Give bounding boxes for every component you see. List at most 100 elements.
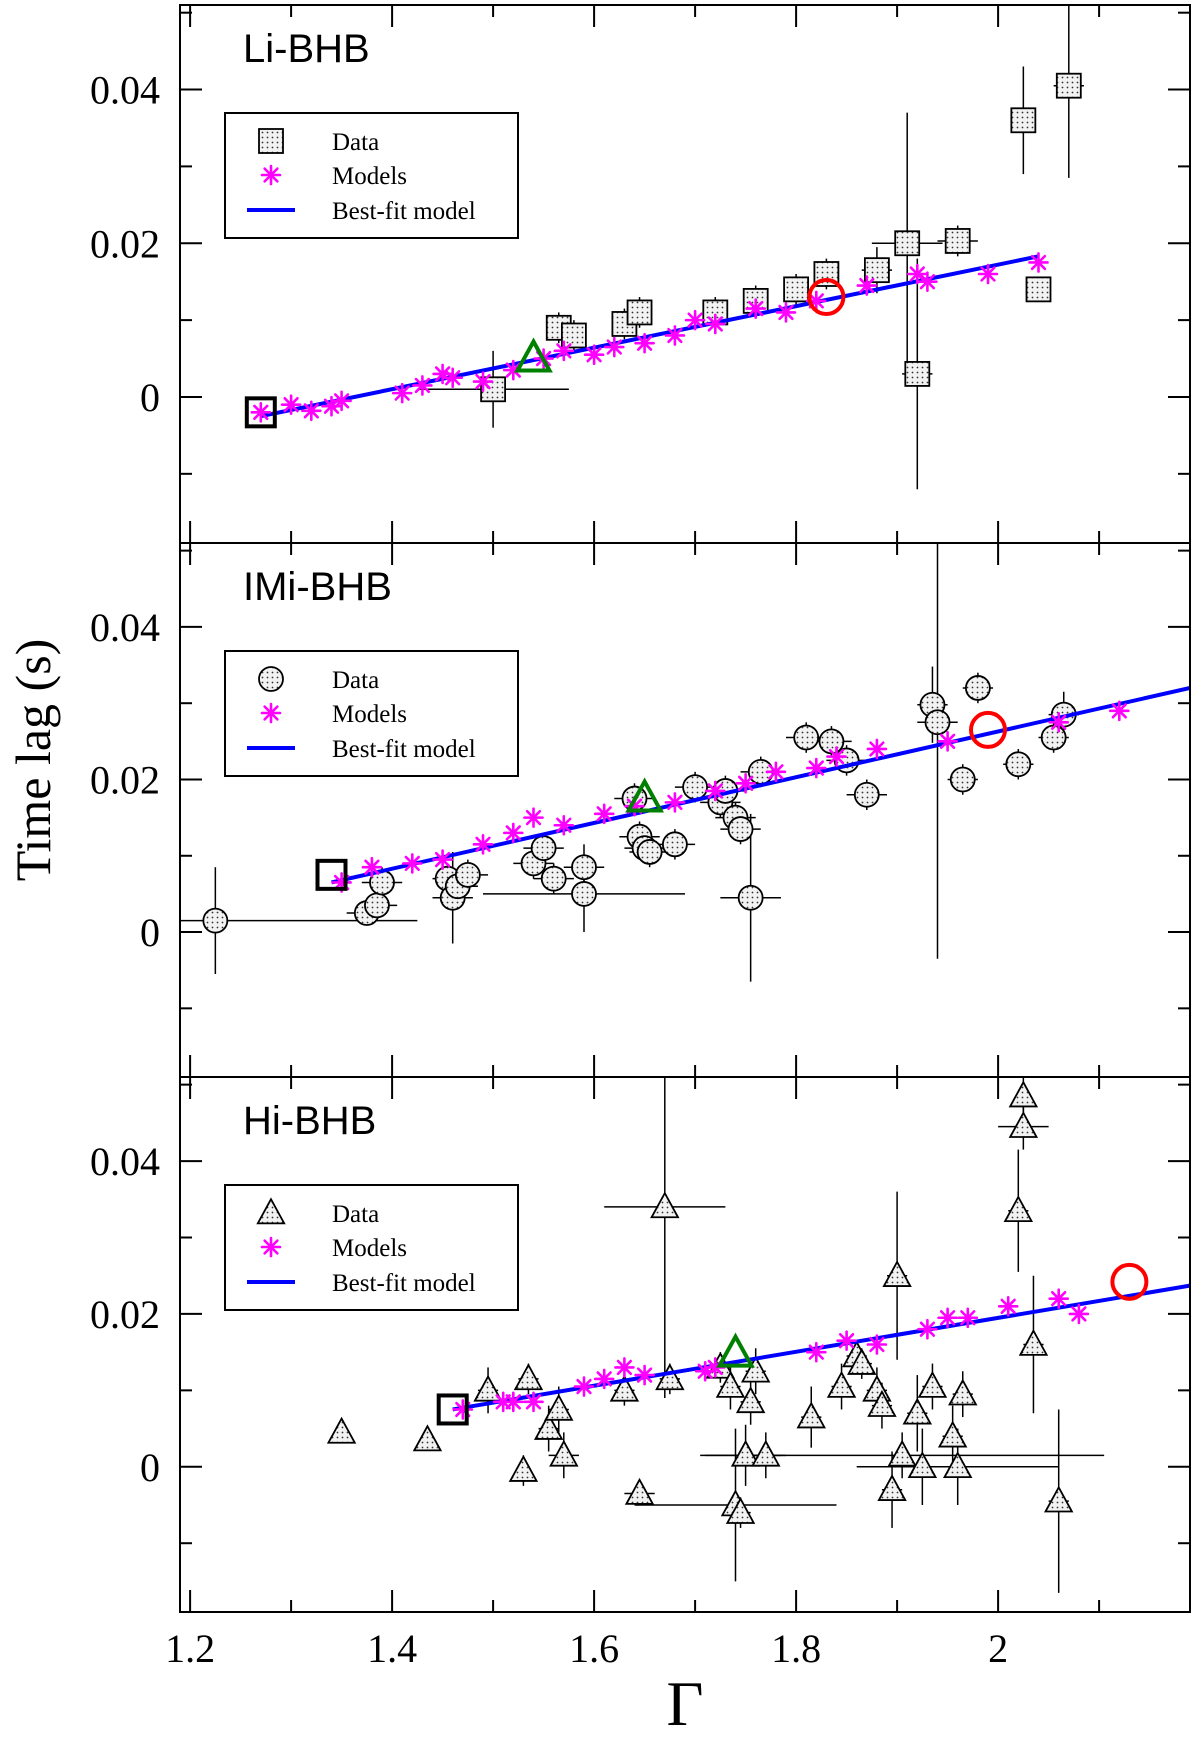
model-point [472,834,494,855]
data-point [412,1424,443,1452]
data-point [1005,751,1032,778]
data-point [1010,107,1037,134]
model-point [836,1330,857,1351]
y-tick-label: 0.02 [90,757,160,802]
data-point [626,299,653,326]
data-point [561,322,587,349]
data-point [737,884,764,911]
model-point [765,761,787,783]
data-point [904,361,931,387]
legend-models-label: Models [332,163,407,190]
legend-models-symbol [260,1236,282,1258]
x-tick-label: 2 [988,1626,1008,1671]
data-point [571,854,597,881]
panel-hi-bhb: 0 0.02 0.04 Hi-BHB Data Models Best-fit model 1… [90,1076,1191,1671]
model-point [523,1391,544,1413]
model-point [735,772,756,794]
data-point [942,1451,973,1479]
mid-marker [716,1332,755,1368]
legend: Data Models Best-fit model [224,1184,519,1311]
panel-li-bhb: 0 0.02 0.04 Li-BHB Data Models Best-fit model [90,4,1191,544]
data-point [473,1374,503,1402]
legend-models-label: Models [332,1235,407,1262]
x-axis-title: Γ [667,1668,704,1737]
data-point [571,881,597,907]
model-point [583,344,605,366]
data-point [544,1393,574,1421]
data-point [655,1363,685,1391]
model-point [452,1399,474,1420]
model-point [361,856,383,878]
model-point [1109,700,1130,722]
y-tick-label: 0 [140,910,160,955]
legend-fit-label: Best-fit model [332,736,476,763]
model-point [664,325,686,346]
plot-area [180,543,1190,982]
data-point [609,1374,640,1402]
panel-frame [179,4,1191,544]
start-marker [315,858,348,891]
model-point [634,1364,655,1386]
end-marker [1110,1262,1149,1301]
data-point [937,1420,968,1448]
panel-title: Li-BHB [243,27,370,71]
data-point [1025,276,1052,303]
x-tick-label: 1.2 [165,1626,215,1671]
legend-fit-label: Best-fit model [332,1270,476,1297]
legend-data-label: Data [332,129,379,156]
data-point [894,230,921,257]
data-point [1008,1080,1039,1108]
model-point [805,1341,827,1363]
legend-fit-label: Best-fit model [332,198,476,225]
data-point [867,1389,897,1417]
data-point [882,1260,912,1287]
data-point [949,766,976,793]
data-point [740,1355,771,1383]
model-point [331,390,352,412]
data-point [549,1439,579,1467]
model-point [856,275,878,296]
model-point [614,1357,635,1378]
model-point [634,332,655,354]
legend-data-symbol [258,666,284,692]
model-point [553,340,575,362]
data-point [917,1370,948,1398]
data-point [202,907,229,934]
model-point [432,849,453,870]
data-point [887,1439,917,1467]
model-point [523,807,544,828]
model-point [573,1376,595,1397]
y-tick-label: 0.04 [90,68,160,113]
data-point [650,1191,680,1219]
end-marker [807,278,846,317]
y-tick-label: 0.02 [90,1292,160,1337]
error-bars [417,5,1084,490]
model-points [250,252,1049,423]
model-point [1048,1288,1069,1309]
model-point [472,371,494,392]
data-point [751,1439,781,1467]
data-point [540,865,567,892]
data-point [924,709,951,736]
legend-data-symbol [256,1197,286,1225]
model-point [593,1368,615,1390]
data-point [508,1454,539,1482]
model-point [704,780,726,802]
data-point [727,816,754,842]
data-point [1008,1111,1039,1138]
data-point [530,835,557,862]
error-bars [180,543,1079,982]
y-tick-label: 0.04 [90,605,160,650]
data-point [1043,1485,1074,1513]
y-tick-label: 0 [140,1445,160,1490]
ticks [180,5,1190,543]
end-marker [969,710,1007,749]
x-tick-label: 1.6 [569,1626,619,1671]
panel-frame [179,542,1191,1078]
mid-marker [625,777,664,813]
x-tick-label: 1.4 [367,1626,417,1671]
legend-data-label: Data [332,1201,379,1228]
data-point [326,1416,357,1444]
model-point [412,375,433,396]
